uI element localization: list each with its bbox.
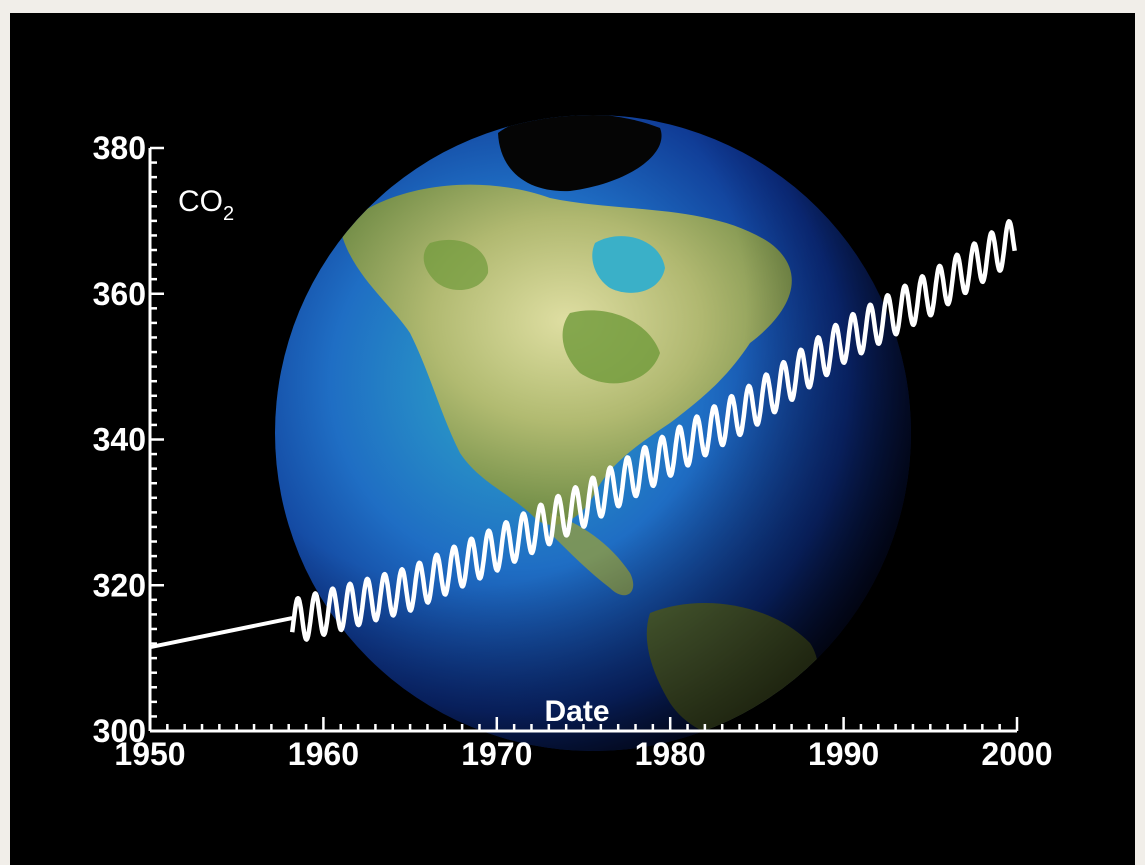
x-tick-label: 1980	[635, 736, 706, 772]
x-tick-label: 1970	[461, 736, 532, 772]
y-axis-title: CO2	[178, 185, 234, 225]
series-layer	[149, 219, 1017, 650]
y-tick-label: 380	[93, 130, 146, 166]
series-line-early	[149, 616, 293, 650]
x-tick-label: 1960	[288, 736, 359, 772]
y-tick-label: 340	[93, 422, 146, 458]
series-line-record	[289, 219, 1017, 642]
chart-frame: 300 320 340 360 380 1950 1960 1970 1980 1990 2000 …	[10, 13, 1135, 865]
y-tick-label: 360	[93, 276, 146, 312]
x-axis-title: Date	[544, 695, 609, 728]
x-tick-label: 2000	[981, 736, 1052, 772]
y-tick-label: 320	[93, 567, 146, 603]
x-tick-label: 1950	[114, 736, 185, 772]
y-tick-label: 300	[93, 713, 146, 749]
x-tick-label: 1990	[808, 736, 879, 772]
earth-globe-image	[275, 115, 911, 751]
axis-ticks: 300 320 340 360 380 1950 1960 1970 1980 1990 2000	[93, 130, 1053, 772]
y-axis-title-base: CO	[178, 185, 223, 218]
y-axis-title-subscript: 2	[223, 203, 234, 225]
